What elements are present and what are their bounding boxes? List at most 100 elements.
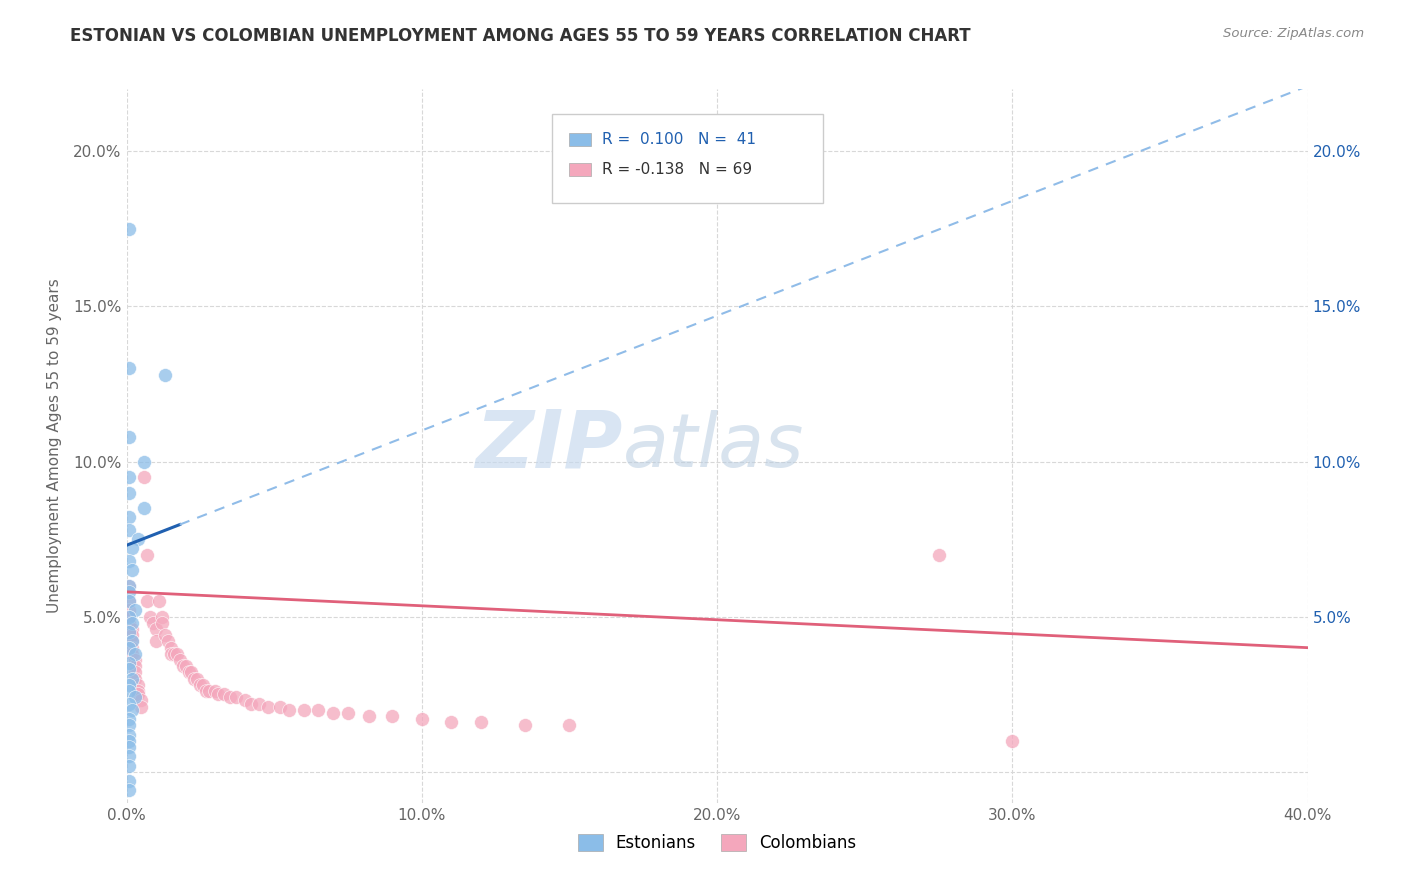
Point (292, 703, 315, 717)
Text: Source: ZipAtlas.com: Source: ZipAtlas.com (1223, 27, 1364, 40)
Point (139, 609, 162, 624)
Point (163, 647, 186, 661)
Point (134, 470, 156, 484)
Text: ESTONIAN VS COLOMBIAN UNEMPLOYMENT AMONG AGES 55 TO 59 YEARS CORRELATION CHART: ESTONIAN VS COLOMBIAN UNEMPLOYMENT AMONG… (70, 27, 972, 45)
Point (470, 715, 492, 730)
Point (269, 699, 291, 714)
Point (118, 739, 141, 754)
Point (118, 594, 141, 608)
Point (118, 609, 141, 624)
Point (118, 640, 141, 655)
Point (118, 625, 141, 640)
Point (928, 548, 950, 562)
Point (153, 628, 176, 642)
Text: R = -0.138   N = 69: R = -0.138 N = 69 (603, 161, 752, 177)
Point (249, 697, 271, 711)
Point (121, 541, 143, 556)
Point (188, 678, 212, 692)
Point (207, 687, 229, 701)
Point (257, 699, 280, 714)
Point (440, 715, 463, 730)
Point (136, 548, 159, 562)
Point (127, 684, 149, 698)
Point (129, 699, 153, 714)
Point (124, 647, 146, 661)
Point (118, 712, 141, 726)
Point (239, 697, 262, 711)
Point (136, 594, 159, 608)
Point (124, 653, 146, 667)
Point (124, 690, 146, 705)
Point (121, 647, 143, 661)
Point (357, 709, 380, 723)
FancyBboxPatch shape (551, 114, 824, 203)
Point (160, 640, 183, 655)
Point (278, 703, 301, 717)
Point (118, 718, 141, 732)
Point (118, 430, 141, 444)
Point (515, 718, 537, 732)
Point (121, 622, 143, 636)
Point (118, 662, 141, 676)
Point (145, 622, 167, 636)
Point (118, 523, 141, 537)
Point (118, 554, 141, 568)
Text: R =  0.100   N =  41: R = 0.100 N = 41 (603, 132, 756, 146)
Point (118, 727, 141, 741)
Point (160, 647, 183, 661)
Point (121, 628, 143, 642)
Y-axis label: Unemployment Among Ages 55 to 59 years: Unemployment Among Ages 55 to 59 years (48, 278, 62, 614)
Point (118, 783, 141, 797)
Point (204, 684, 226, 698)
Point (118, 697, 141, 711)
Point (118, 510, 141, 524)
Point (118, 656, 141, 670)
Point (134, 454, 156, 468)
Point (180, 665, 202, 680)
Point (118, 684, 141, 698)
Point (322, 706, 344, 720)
Point (195, 684, 218, 698)
Point (308, 703, 330, 717)
Point (124, 665, 146, 680)
Point (118, 594, 141, 608)
Point (118, 485, 141, 500)
Point (166, 647, 188, 661)
Point (118, 579, 141, 593)
Point (186, 672, 208, 686)
Point (148, 594, 170, 608)
Point (153, 368, 176, 382)
Point (145, 634, 167, 648)
Point (129, 693, 153, 707)
Point (118, 749, 141, 764)
Text: atlas: atlas (623, 410, 804, 482)
Point (219, 690, 242, 705)
Point (118, 470, 141, 484)
Point (118, 361, 141, 376)
Point (169, 653, 191, 667)
Point (142, 615, 165, 630)
Point (198, 684, 221, 698)
Point (411, 712, 433, 726)
Point (118, 615, 141, 630)
Point (183, 672, 205, 686)
Point (121, 703, 143, 717)
Point (118, 678, 141, 692)
Point (381, 709, 404, 723)
Text: ZIP: ZIP (475, 407, 623, 485)
Point (127, 678, 149, 692)
Point (118, 733, 141, 747)
Point (193, 678, 215, 692)
Point (121, 672, 143, 686)
Point (124, 659, 146, 673)
Point (118, 609, 141, 624)
Point (127, 687, 149, 701)
FancyBboxPatch shape (569, 162, 591, 176)
Point (124, 603, 146, 617)
Point (118, 774, 141, 789)
Point (1001, 733, 1024, 747)
Point (124, 672, 146, 686)
Point (212, 687, 235, 701)
Point (118, 584, 141, 599)
Point (121, 634, 143, 648)
